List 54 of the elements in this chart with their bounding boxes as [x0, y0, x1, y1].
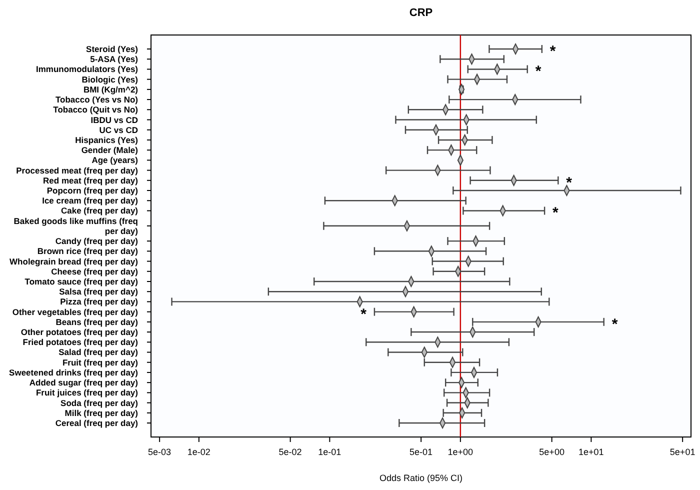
x-axis-title: Odds Ratio (95% CI) [379, 473, 463, 483]
y-tick-label: Immunomodulators (Yes) [36, 64, 138, 74]
y-tick-label: Age (years) [92, 155, 138, 166]
y-tick-label: UC vs CD [99, 124, 138, 135]
y-tick-label: BMI (Kg/m^2) [83, 84, 138, 94]
y-tick-label: Cake (freq per day) [61, 206, 138, 216]
y-tick-label: Sweetened drinks (freq per day) [9, 367, 138, 378]
y-tick-label: Pizza (freq per day) [60, 296, 138, 307]
y-tick-label: Processed meat (freq per day) [16, 165, 138, 176]
chart-title: CRP [409, 7, 433, 19]
x-tick-label: 5e-02 [278, 447, 302, 457]
y-tick-label: Cereal (freq per day) [55, 418, 138, 428]
y-tick-label: Tobacco (Quit vs No) [53, 104, 138, 115]
y-tick-label: Cheese (freq per day) [51, 266, 138, 276]
x-tick-label: 1e-02 [187, 447, 210, 457]
y-tick-label: Tomato sauce (freq per day) [24, 276, 138, 286]
y-tick-label: Other vegetables (freq per day) [12, 306, 138, 317]
y-tick-label: 5-ASA (Yes) [90, 54, 138, 64]
y-tick-label: Fruit juices (freq per day) [36, 388, 138, 398]
y-tick-label: Added sugar (freq per day) [29, 378, 138, 388]
x-tick-label: 5e+00 [539, 447, 564, 457]
y-tick-label: Beans (freq per day) [56, 316, 138, 327]
y-tick-label: Wholegrain bread (freq per day) [10, 256, 138, 266]
y-tick-label: Salsa (freq per day) [59, 286, 138, 297]
y-tick-label: Red meat (freq per day) [43, 175, 138, 186]
annotation: * [360, 306, 367, 323]
y-tick-label: Other potatoes (freq per day) [20, 327, 138, 338]
y-tick-label: Biologic (Yes) [82, 74, 138, 84]
annotation: * [535, 63, 542, 80]
x-tick-label: 5e-03 [148, 447, 172, 457]
x-tick-label: 1e+01 [578, 447, 604, 457]
y-tick-label: Fruit (freq per day) [62, 357, 138, 368]
y-tick-label: Ice cream (freq per day) [42, 196, 138, 206]
x-tick-label: 5e-01 [410, 447, 433, 457]
annotation: * [550, 43, 556, 60]
annotation: * [566, 174, 572, 192]
y-tick-label: Salad (freq per day) [58, 347, 138, 358]
annotation: * [612, 316, 618, 333]
y-tick-label: Candy (freq per day) [55, 236, 138, 246]
y-tick-label: Hispanics (Yes) [75, 134, 138, 145]
y-tick-label: Baked goods like muffins (freq per day) [14, 216, 138, 236]
y-tick-label: Milk (freq per day) [64, 408, 138, 418]
y-tick-label: Brown rice (freq per day) [37, 246, 138, 256]
y-tick-label: Tobacco (Yes vs No) [55, 94, 138, 105]
x-tick-label: 5e+01 [670, 447, 696, 457]
y-tick-label: Soda (freq per day) [60, 398, 138, 408]
y-tick-label: Fried potatoes (freq per day) [22, 337, 138, 348]
y-tick-label: Popcorn (freq per day) [46, 186, 138, 196]
y-tick-label: Steroid (Yes) [86, 44, 138, 54]
annotation: * [552, 204, 559, 222]
x-tick-label: 1e+00 [448, 447, 474, 457]
y-tick-label: IBDU vs CD [90, 114, 138, 125]
y-tick-label: Gender (Male) [81, 145, 138, 156]
x-tick-label: 1e-01 [318, 447, 342, 457]
